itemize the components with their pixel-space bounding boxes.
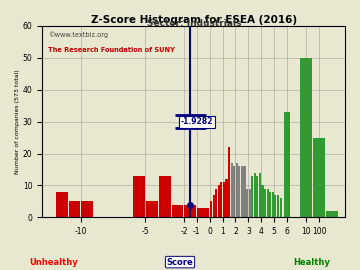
Bar: [68, 201, 80, 217]
Text: Healthy: Healthy: [293, 258, 330, 266]
Bar: [236, 163, 238, 217]
Bar: [133, 176, 145, 217]
Bar: [218, 185, 220, 217]
Bar: [279, 198, 282, 217]
Bar: [256, 176, 258, 217]
Bar: [146, 201, 158, 217]
Bar: [220, 182, 222, 217]
Bar: [228, 147, 230, 217]
Bar: [249, 189, 251, 217]
Title: Z-Score Histogram for ESEA (2016): Z-Score Histogram for ESEA (2016): [91, 15, 297, 25]
Bar: [81, 201, 93, 217]
Bar: [215, 189, 217, 217]
Text: Sector: Industrials: Sector: Industrials: [147, 19, 242, 28]
Text: The Research Foundation of SUNY: The Research Foundation of SUNY: [48, 47, 175, 53]
Bar: [225, 179, 228, 217]
Y-axis label: Number of companies (573 total): Number of companies (573 total): [15, 69, 20, 174]
Bar: [233, 166, 235, 217]
Bar: [197, 208, 209, 217]
Bar: [238, 166, 240, 217]
Bar: [56, 192, 68, 217]
Bar: [212, 195, 215, 217]
Bar: [301, 58, 312, 217]
Bar: [259, 173, 261, 217]
Text: Unhealthy: Unhealthy: [30, 258, 78, 266]
Bar: [272, 192, 274, 217]
Bar: [254, 173, 256, 217]
Text: ©www.textbiz.org: ©www.textbiz.org: [48, 32, 108, 38]
Bar: [230, 163, 233, 217]
Bar: [267, 189, 269, 217]
Bar: [313, 137, 325, 217]
Bar: [251, 176, 253, 217]
Bar: [264, 189, 266, 217]
Bar: [241, 166, 243, 217]
Bar: [172, 205, 184, 217]
Text: -1.9282: -1.9282: [181, 117, 213, 126]
Bar: [277, 195, 279, 217]
Bar: [269, 192, 271, 217]
Bar: [243, 166, 246, 217]
Text: Score: Score: [167, 258, 193, 266]
Bar: [274, 195, 276, 217]
Bar: [159, 176, 171, 217]
Bar: [261, 185, 264, 217]
Bar: [284, 112, 290, 217]
Bar: [223, 182, 225, 217]
Bar: [326, 211, 338, 217]
Bar: [246, 189, 248, 217]
Bar: [184, 205, 196, 217]
Bar: [210, 201, 212, 217]
